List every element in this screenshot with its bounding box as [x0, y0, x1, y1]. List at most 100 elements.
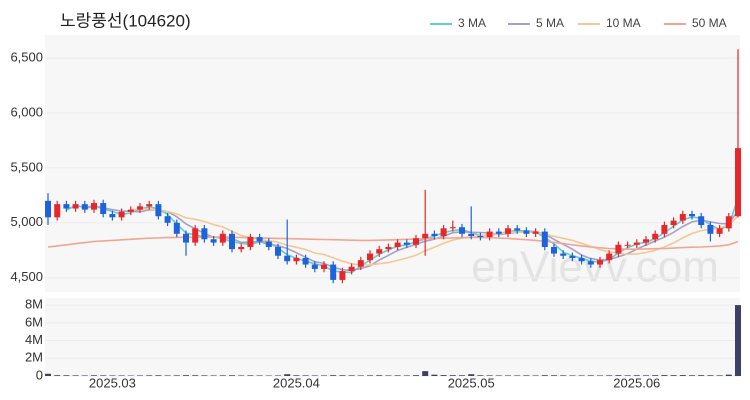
volume-bar — [477, 375, 484, 376]
candle-body — [118, 211, 125, 218]
volume-tick-label: 6M — [25, 314, 43, 329]
volume-bar — [523, 375, 530, 376]
volume-bar — [54, 375, 61, 376]
x-tick-label: 2025.04 — [273, 375, 320, 390]
candle-body — [413, 238, 419, 245]
volume-tick-label: 4M — [25, 332, 43, 347]
volume-bar — [173, 375, 180, 376]
volume-bar — [486, 375, 493, 376]
volume-bar — [229, 375, 235, 376]
candle-body — [431, 233, 438, 236]
volume-tick-label: 2M — [25, 350, 43, 365]
volume-tick-label: 0 — [36, 367, 43, 382]
candle-body — [459, 227, 465, 234]
volume-bar — [146, 375, 153, 376]
candle-body — [275, 246, 281, 256]
candle-body — [91, 203, 97, 210]
x-tick-label: 2025.03 — [89, 375, 136, 390]
ma-line — [84, 205, 739, 272]
volume-bar — [100, 375, 107, 376]
volume-bar — [63, 375, 70, 376]
volume-bar — [109, 375, 116, 376]
volume-bar — [357, 375, 364, 376]
candle-body — [440, 228, 447, 236]
volume-bar — [81, 375, 88, 376]
candle-body — [541, 231, 548, 247]
candle-body — [238, 246, 245, 250]
volume-bar — [716, 375, 723, 376]
volume-bar — [698, 375, 705, 376]
candle-body — [670, 220, 677, 226]
candle-body — [698, 216, 705, 226]
candle-body — [587, 261, 594, 265]
candle-body — [100, 203, 107, 215]
volume-bar — [505, 375, 511, 376]
candle-body — [449, 227, 456, 229]
candle-body — [578, 257, 585, 262]
y-tick-label: 6,000 — [10, 104, 43, 119]
volume-bar — [624, 375, 631, 376]
chart-title: 노랑풍선(104620) — [60, 11, 191, 30]
candle-body — [54, 204, 61, 218]
volume-bar — [247, 375, 254, 376]
volume-bar — [210, 375, 217, 376]
candle-body — [422, 233, 429, 239]
candle-body — [385, 246, 392, 250]
volume-bar — [541, 375, 548, 376]
volume-bar — [735, 305, 741, 376]
candle-body — [137, 206, 143, 210]
candle-body — [146, 204, 153, 207]
volume-bar — [514, 375, 521, 376]
volume-bar — [192, 375, 199, 376]
volume-bar — [689, 375, 695, 376]
candle-body — [707, 225, 714, 234]
candle-body — [679, 214, 686, 221]
volume-bar — [321, 375, 327, 376]
volume-bar — [679, 375, 686, 376]
candle-body — [293, 257, 300, 262]
volume-bar — [367, 375, 373, 376]
candle-body — [183, 233, 189, 243]
candle-body — [348, 266, 355, 272]
candle-body — [127, 209, 134, 212]
volume-bar — [284, 374, 291, 376]
volume-bar — [302, 375, 309, 376]
candle-body — [173, 222, 180, 234]
candle-body — [486, 231, 493, 238]
candle-body — [661, 225, 668, 234]
candle-body — [63, 204, 70, 209]
volume-bar — [725, 374, 732, 376]
volume-bar — [394, 375, 401, 376]
volume-bar — [652, 375, 659, 376]
candle-body — [192, 228, 199, 243]
volume-bar — [72, 375, 79, 376]
volume-bar — [219, 375, 226, 376]
volume-bar — [551, 375, 557, 376]
volume-bar — [348, 375, 355, 376]
candle-body — [633, 242, 640, 245]
volume-tick-label: 8M — [25, 297, 43, 312]
volume-bar — [91, 375, 97, 376]
candle-body — [265, 241, 272, 247]
volume-bar — [422, 371, 429, 376]
legend-label: 5 MA — [536, 16, 564, 30]
volume-bar — [137, 375, 143, 376]
candle-body — [229, 233, 235, 250]
candle-body — [514, 228, 521, 231]
candle-body — [339, 271, 346, 280]
candle-body — [219, 233, 226, 243]
volume-bar — [569, 375, 576, 376]
watermark: enVievv.com — [471, 243, 719, 292]
ma-line — [47, 236, 739, 250]
candle-body — [357, 260, 364, 267]
x-tick-label: 2025.06 — [613, 375, 660, 390]
candle-body — [164, 216, 171, 223]
candle-body — [311, 264, 318, 269]
candle-body — [689, 214, 695, 217]
volume-bar — [118, 375, 125, 376]
candle-body — [256, 237, 263, 242]
candle-body — [330, 264, 337, 280]
volume-bar — [376, 375, 383, 376]
candle-body — [560, 253, 567, 256]
volume-bar — [633, 375, 640, 376]
